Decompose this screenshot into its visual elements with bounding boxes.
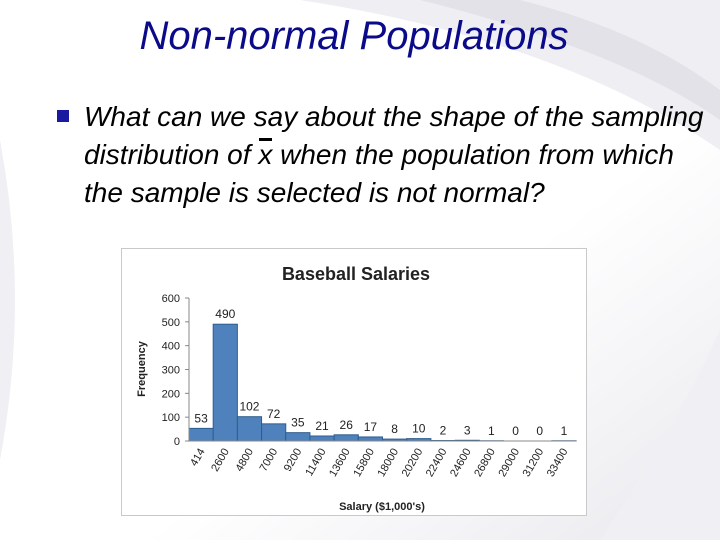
bar	[188, 427, 214, 442]
x-tick-label: 7000	[258, 447, 281, 474]
bar-data-label: 3	[464, 423, 471, 437]
x-tick-label: 26800	[472, 447, 498, 479]
bar-data-label: 10	[412, 422, 426, 436]
bar-data-label: 490	[215, 307, 235, 321]
bar-data-label: 1	[561, 424, 568, 438]
x-tick-label: 33400	[545, 447, 571, 479]
decorative-swoosh	[0, 140, 15, 460]
bar	[309, 435, 335, 442]
bar-data-label: 1	[488, 424, 495, 438]
chart-svg: Baseball Salaries Frequency Salary ($1,0…	[136, 264, 577, 513]
x-tick-label: 18000	[376, 447, 402, 479]
y-tick-label: 0	[174, 436, 180, 448]
bar-data-label: 26	[340, 418, 354, 432]
y-tick-label: 200	[162, 388, 180, 400]
y-tick-label: 500	[162, 317, 180, 329]
x-tick-label: 22400	[424, 447, 450, 479]
x-tick-label: 11400	[303, 447, 328, 479]
bar	[236, 416, 263, 442]
y-tick-label: 300	[162, 365, 180, 377]
bar	[333, 434, 359, 442]
chart-title: Baseball Salaries	[282, 264, 430, 284]
bar-data-label: 35	[291, 416, 305, 430]
bullet-text-part-2: when the population from which the sampl…	[84, 139, 674, 208]
bar-data-label: 0	[536, 424, 543, 438]
bar-data-label: 102	[239, 400, 259, 414]
y-tick-label: 600	[162, 293, 180, 305]
y-axis-label: Frequency	[136, 340, 148, 397]
decorative-swoosh	[600, 330, 720, 540]
bullet-text: What can we say about the shape of the s…	[84, 98, 704, 212]
bar-data-label: 17	[364, 420, 378, 434]
bullet-text-part-1: What can we say about the shape of the s…	[84, 101, 704, 170]
x-tick-label: 414	[188, 447, 208, 469]
x-tick-label: 20200	[400, 447, 426, 479]
bar-data-label: 8	[391, 422, 398, 436]
x-tick-label: 4800	[233, 447, 256, 474]
bar	[261, 423, 287, 442]
bar-data-label: 21	[315, 419, 329, 433]
histogram-chart: Baseball Salaries Frequency Salary ($1,0…	[121, 248, 587, 516]
bar-data-label: 72	[267, 407, 281, 421]
square-bullet-icon	[57, 110, 69, 122]
bar-data-label: 2	[440, 424, 447, 438]
x-tick-label: 15800	[351, 447, 377, 479]
slide-title: Non-normal Populations	[139, 14, 569, 58]
x-tick-label: 2600	[209, 447, 232, 474]
x-tick-label: 9200	[282, 447, 305, 474]
y-tick-label: 100	[162, 412, 180, 424]
bar	[212, 323, 238, 442]
x-tick-label: 24600	[448, 447, 474, 479]
bar	[357, 436, 383, 442]
y-tick-label: 400	[162, 341, 180, 353]
x-tick-label: 13600	[327, 447, 353, 479]
x-bar-symbol: x	[258, 136, 273, 174]
x-axis-label: Salary ($1,000's)	[339, 501, 425, 513]
bar-data-label: 53	[194, 411, 208, 425]
x-tick-label: 29000	[496, 447, 522, 479]
decorative-swoosh	[420, 0, 720, 120]
bar-data-label: 0	[512, 424, 519, 438]
x-tick-label: 31200	[521, 447, 547, 479]
bar	[285, 432, 311, 442]
